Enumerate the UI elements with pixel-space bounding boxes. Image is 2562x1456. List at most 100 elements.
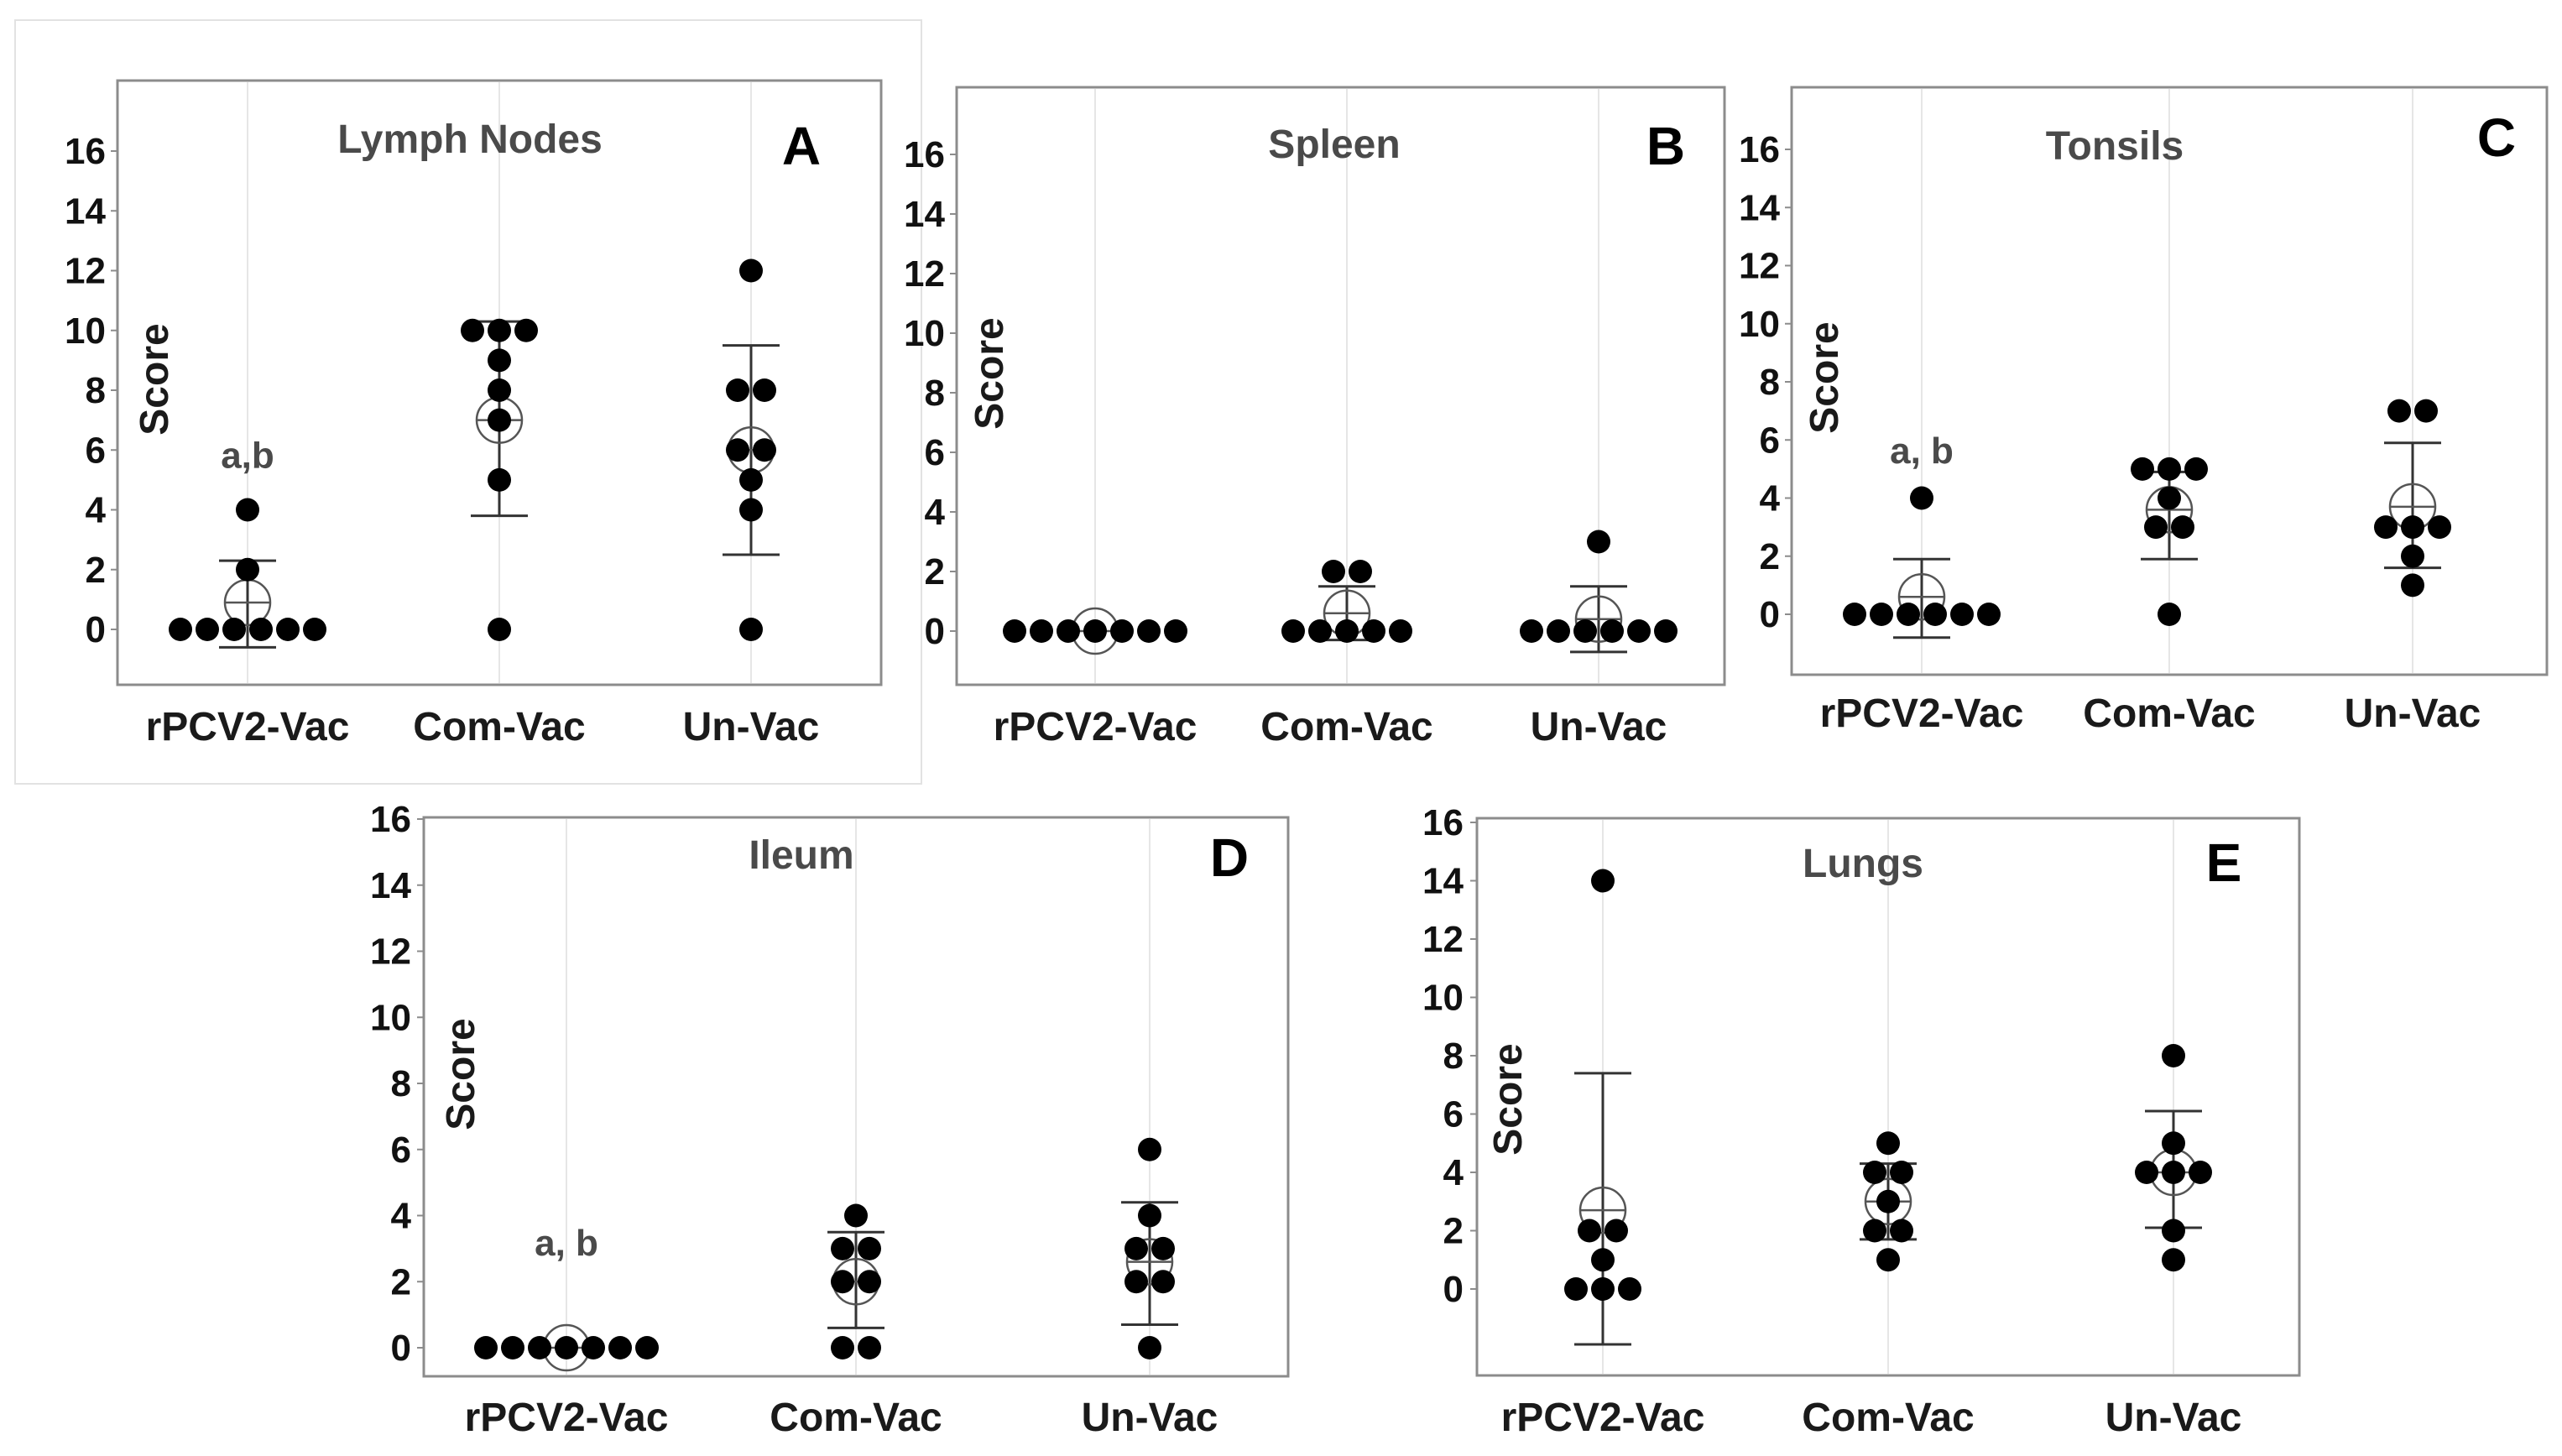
panel-letter: B: [1646, 116, 1685, 176]
data-point: [1281, 619, 1305, 643]
data-point: [236, 498, 259, 522]
data-point: [1843, 603, 1866, 626]
data-point: [236, 557, 259, 582]
data-point: [2162, 1248, 2185, 1272]
y-tick-label: 4: [391, 1196, 412, 1237]
y-axis-label: Score: [968, 317, 1012, 429]
y-tick-label: 8: [1760, 362, 1780, 403]
data-point: [608, 1336, 632, 1359]
data-point: [1910, 486, 1933, 510]
data-point: [2158, 457, 2181, 481]
significance-annotation: a, b: [1890, 431, 1954, 472]
panel-e: 0 2 4 6 8 10 12 14 16 Lungs E Score rPCV2-Vac Com-Vac…: [1422, 802, 2301, 1440]
y-tick-label: 12: [65, 251, 106, 292]
y-tick-label: 10: [1422, 978, 1464, 1019]
data-point: [1151, 1270, 1175, 1294]
data-point: [2158, 486, 2181, 510]
data-point: [1138, 1336, 1161, 1359]
data-point: [1564, 1277, 1588, 1301]
data-point: [555, 1336, 578, 1359]
y-tick-label: 2: [1443, 1211, 1464, 1252]
y-tick-label: 14: [1739, 187, 1780, 228]
y-tick-label: 14: [904, 194, 945, 235]
data-point: [303, 618, 326, 641]
data-point: [2171, 515, 2194, 540]
data-point: [488, 378, 511, 402]
data-point: [1950, 603, 1974, 626]
y-tick-label: 16: [904, 134, 945, 175]
panel-title: Lungs: [1803, 842, 1923, 886]
data-point: [169, 618, 192, 641]
data-point: [2131, 457, 2154, 481]
y-tick-label: 12: [904, 253, 945, 295]
data-point: [501, 1336, 524, 1359]
data-point: [1923, 603, 1947, 626]
data-point: [1003, 619, 1026, 643]
data-point: [858, 1336, 881, 1359]
y-tick-label: 8: [925, 373, 945, 414]
data-point: [858, 1236, 881, 1260]
y-tick-label: 16: [1422, 802, 1464, 843]
y-tick-label: 16: [65, 131, 106, 172]
data-point: [2135, 1161, 2158, 1184]
panel-d: 0 2 4 6 8 10 12 14 16 Ileum D Score rPCV2-Vac Com-Vac…: [370, 799, 1290, 1440]
y-tick-label: 16: [370, 799, 411, 840]
data-point: [474, 1336, 498, 1359]
x-category-label: Com-Vac: [1802, 1396, 1974, 1440]
data-point: [1124, 1270, 1148, 1294]
x-category-label: Com-Vac: [413, 705, 585, 749]
data-point: [739, 467, 763, 492]
data-point: [831, 1270, 854, 1294]
y-tick-label: 6: [1443, 1094, 1464, 1135]
y-tick-label: 14: [1422, 861, 1464, 902]
data-point: [2162, 1044, 2185, 1067]
y-tick-label: 0: [1760, 594, 1780, 635]
data-point: [1876, 1131, 1900, 1156]
y-tick-label: 6: [925, 432, 945, 473]
data-point: [1138, 1203, 1161, 1228]
data-point: [1349, 560, 1372, 583]
data-point: [461, 318, 484, 342]
data-point: [1137, 619, 1161, 643]
y-tick-label: 10: [1739, 304, 1780, 345]
data-point: [1578, 1219, 1601, 1243]
y-tick-label: 14: [65, 190, 106, 232]
data-point: [488, 348, 511, 373]
data-point: [739, 498, 763, 522]
data-point: [1138, 1137, 1161, 1161]
y-tick-label: 0: [1443, 1269, 1464, 1310]
y-tick-label: 6: [391, 1130, 411, 1171]
panel-a: 0 2 4 6 8 10 12 14 16 Lymph Nodes A Score rPCV2-Vac C…: [65, 79, 883, 749]
data-point: [1618, 1277, 1641, 1301]
data-point: [1362, 619, 1385, 643]
x-category-label: rPCV2-Vac: [994, 705, 1198, 749]
y-tick-label: 6: [1760, 420, 1780, 461]
y-tick-label: 12: [1422, 919, 1464, 960]
data-point: [2401, 515, 2424, 540]
y-tick-label: 2: [391, 1261, 411, 1302]
y-tick-label: 4: [1443, 1152, 1464, 1193]
data-point: [1890, 1219, 1913, 1243]
x-category-label: Com-Vac: [1260, 705, 1432, 749]
y-tick-label: 10: [65, 311, 106, 352]
panel-title: Tonsils: [2046, 124, 2184, 169]
y-tick-label: 0: [86, 609, 106, 650]
data-point: [582, 1336, 605, 1359]
x-category-label: Un-Vac: [1082, 1396, 1218, 1440]
data-point: [249, 618, 273, 641]
y-tick-label: 14: [370, 865, 411, 906]
y-tick-label: 8: [391, 1063, 411, 1104]
data-point: [2162, 1219, 2185, 1243]
x-category-label: rPCV2-Vac: [146, 705, 350, 749]
data-point: [1654, 619, 1678, 643]
data-point: [2401, 573, 2424, 598]
data-point: [276, 618, 300, 641]
y-tick-label: 10: [370, 997, 411, 1038]
significance-annotation: a,b: [221, 436, 274, 477]
data-point: [1573, 619, 1597, 643]
data-point: [635, 1336, 659, 1359]
data-point: [844, 1203, 868, 1228]
panel-a-frame: [14, 19, 922, 785]
y-tick-label: 16: [1739, 129, 1780, 170]
